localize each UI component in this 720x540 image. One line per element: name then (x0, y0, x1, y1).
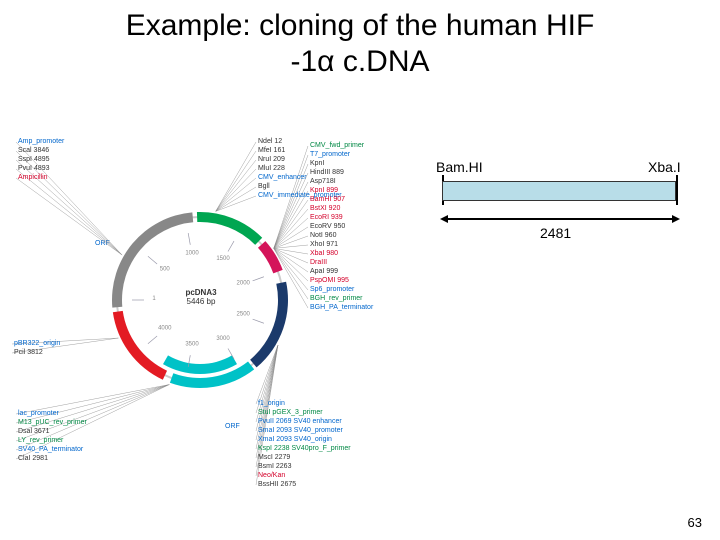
plasmid-tick-label: 500 (160, 266, 171, 272)
plasmid-feature-label: BstXI 920 (310, 205, 340, 212)
plasmid-feature-label: MfeI 161 (258, 147, 285, 154)
plasmid-feature-label: XmaI 2093 SV40_origin (258, 436, 332, 443)
plasmid-feature-label: ClaI 2981 (18, 455, 48, 462)
plasmid-feature-label: MluI 228 (258, 165, 285, 172)
plasmid-feature-label: KpnI 899 (310, 187, 338, 194)
plasmid-feature-label: M13_pUC_rev_primer (18, 419, 87, 426)
plasmid-feature-label: MscI 2279 (258, 454, 290, 461)
plasmid-feature-label: KspI 2238 SV40pro_F_primer (258, 445, 351, 452)
plasmid-feature-label: BsmI 2263 (258, 463, 291, 470)
plasmid-svg: 15001000150020002500300035004000ORFORF (10, 130, 410, 510)
plasmid-feature-label: lac_promoter (18, 410, 59, 417)
plasmid-feature-label: XhoI 971 (310, 241, 338, 248)
plasmid-feature-label: T7_promoter (310, 151, 350, 158)
plasmid-feature-label: HindIII 889 (310, 169, 344, 176)
plasmid-arc (163, 355, 237, 374)
plasmid-feature-label: SspI 4895 (18, 156, 50, 163)
plasmid-feature-label: Scal 3846 (18, 147, 49, 154)
plasmid-feature-label: Amp_promoter (18, 138, 64, 145)
arrow-head-left-icon (440, 215, 448, 223)
plasmid-feature-label: DraIII (310, 259, 327, 266)
plasmid-feature-label: CMV_enhancer (258, 174, 307, 181)
plasmid-feature-label: Sp6_promoter (310, 286, 354, 293)
plasmid-feature-label: Neo/Kan (258, 472, 285, 479)
plasmid-feature-label: PvuII 2069 SV40 enhancer (258, 418, 342, 425)
plasmid-feature-label: pBR322_origin (14, 340, 60, 347)
plasmid-feature-label: EcoRI 939 (310, 214, 343, 221)
plasmid-feature-label: Ampicillin (18, 174, 48, 181)
plasmid-feature-label: PspOMI 995 (310, 277, 349, 284)
plasmid-feature-label: SV40_PA_terminator (18, 446, 83, 453)
plasmid-tick-label: 1500 (216, 256, 230, 262)
plasmid-feature-label: EcoRV 950 (310, 223, 345, 230)
plasmid-feature-label: XbaI 980 (310, 250, 338, 257)
title-line-2: -1α c.DNA (0, 44, 720, 80)
plasmid-tick-label: 4000 (158, 326, 172, 332)
plasmid-tick-label: 3000 (216, 336, 230, 342)
plasmid-feature-label: BssHII 2675 (258, 481, 296, 488)
plasmid-tick-label: 2500 (237, 312, 251, 318)
plasmid-feature-label: LY_rev_primer (18, 437, 63, 444)
title-line-1: Example: cloning of the human HIF (0, 8, 720, 44)
plasmid-feature-label: StuI pGEX_3_primer (258, 409, 323, 416)
svg-text:ORF: ORF (225, 423, 240, 430)
plasmid-feature-label: Dsal 3671 (18, 428, 50, 435)
plasmid-feature-label: KpnI (310, 160, 324, 167)
insert-size-label: 2481 (540, 225, 571, 241)
plasmid-name-line1: pcDNA3 (178, 288, 224, 297)
plasmid-name-line2: 5446 bp (178, 297, 224, 306)
plasmid-tick-label: 1000 (185, 251, 199, 257)
plasmid-feature-label: SmaI 2093 SV40_promoter (258, 427, 343, 434)
plasmid-feature-label: Ndel 12 (258, 138, 282, 145)
plasmid-feature-label: CMV_fwd_primer (310, 142, 364, 149)
insert-left-enzyme: Bam.HI (436, 159, 483, 175)
slide-title: Example: cloning of the human HIF -1α c.… (0, 0, 720, 80)
plasmid-feature-label: PvuI 4893 (18, 165, 50, 172)
plasmid-feature-label: BGH_PA_terminator (310, 304, 373, 311)
plasmid-arc (113, 311, 167, 380)
insert-diagram: Bam.HI Xba.I 2481 (430, 155, 700, 275)
plasmid-arc (197, 212, 262, 245)
plasmid-name: pcDNA3 5446 bp (178, 288, 224, 306)
plasmid-feature-label: BamHI 907 (310, 196, 345, 203)
plasmid-feature-label: NotI 960 (310, 232, 336, 239)
plasmid-tick-label: 1 (152, 296, 156, 302)
plasmid-arc (250, 282, 288, 368)
plasmid-tick-label: 2000 (237, 280, 251, 286)
insert-size-arrow (448, 218, 672, 220)
plasmid-tick-label: 3500 (185, 341, 199, 347)
plasmid-feature-label: Asp718I (310, 178, 336, 185)
plasmid-feature-label: Pcil 3812 (14, 349, 43, 356)
insert-box (442, 181, 676, 201)
plasmid-feature-label: NruI 209 (258, 156, 285, 163)
plasmid-feature-label: ApaI 999 (310, 268, 338, 275)
insert-right-enzyme: Xba.I (648, 159, 681, 175)
arrow-head-right-icon (672, 215, 680, 223)
plasmid-feature-label: f1_origin (258, 400, 285, 407)
plasmid-feature-label: Bgll (258, 183, 270, 190)
insert-tick-right (676, 175, 678, 205)
plasmid-map: 15001000150020002500300035004000ORFORF p… (10, 130, 410, 510)
plasmid-feature-label: BGH_rev_primer (310, 295, 363, 302)
page-number: 63 (688, 515, 702, 530)
